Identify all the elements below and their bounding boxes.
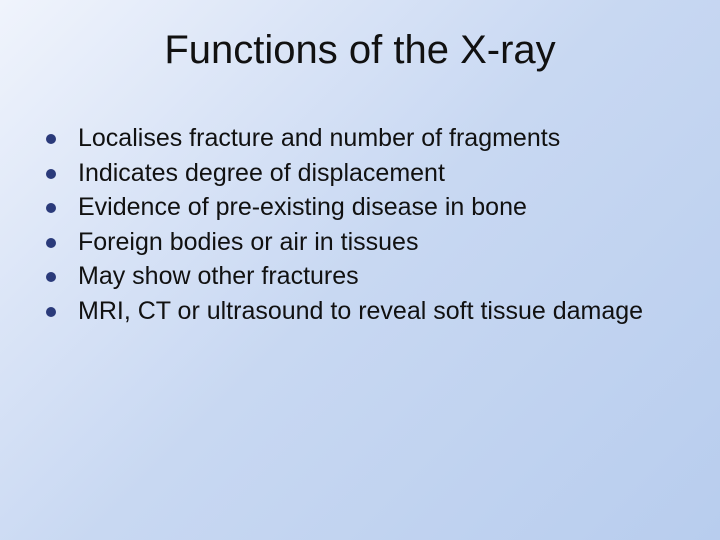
list-item: Localises fracture and number of fragmen…: [46, 122, 680, 155]
bullet-text: Evidence of pre-existing disease in bone: [78, 191, 680, 224]
bullet-text: MRI, CT or ultrasound to reveal soft tis…: [78, 295, 680, 328]
slide-title: Functions of the X-ray: [0, 28, 720, 73]
list-item: Indicates degree of displacement: [46, 157, 680, 190]
list-item: May show other fractures: [46, 260, 680, 293]
bullet-icon: [46, 272, 56, 282]
bullet-icon: [46, 134, 56, 144]
bullet-icon: [46, 238, 56, 248]
list-item: Evidence of pre-existing disease in bone: [46, 191, 680, 224]
bullet-icon: [46, 169, 56, 179]
bullet-text: Foreign bodies or air in tissues: [78, 226, 680, 259]
slide: Functions of the X-ray Localises fractur…: [0, 0, 720, 540]
list-item: MRI, CT or ultrasound to reveal soft tis…: [46, 295, 680, 328]
bullet-icon: [46, 307, 56, 317]
bullet-text: May show other fractures: [78, 260, 680, 293]
bullet-text: Indicates degree of displacement: [78, 157, 680, 190]
bullet-icon: [46, 203, 56, 213]
bullet-text: Localises fracture and number of fragmen…: [78, 122, 680, 155]
bullet-list: Localises fracture and number of fragmen…: [46, 122, 680, 329]
list-item: Foreign bodies or air in tissues: [46, 226, 680, 259]
